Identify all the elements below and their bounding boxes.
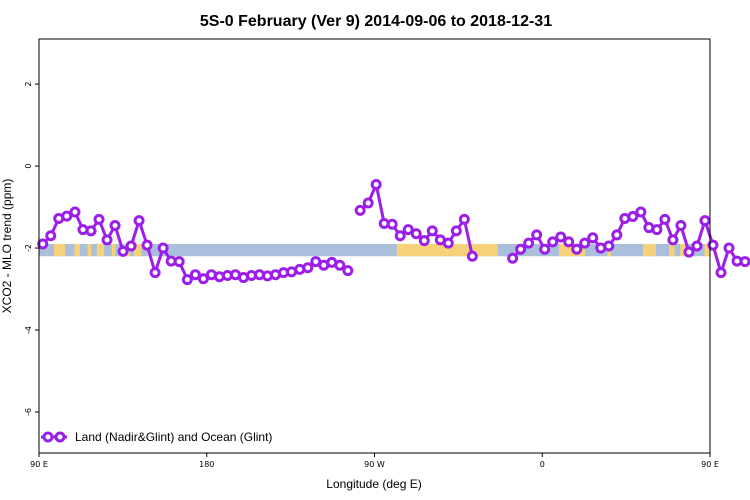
data-point <box>466 250 478 262</box>
data-point <box>611 229 623 241</box>
land-segment <box>53 243 66 257</box>
data-point <box>699 215 711 227</box>
data-point <box>571 243 583 255</box>
data-point <box>563 236 575 248</box>
data-point <box>651 224 663 236</box>
data-point <box>691 240 703 252</box>
data-point <box>515 243 527 255</box>
land-segment <box>111 243 116 257</box>
data-point <box>189 269 201 281</box>
land-segment <box>134 243 142 257</box>
data-point <box>723 242 735 254</box>
legend-label: Land (Nadir&Glint) and Ocean (Glint) <box>75 430 272 444</box>
data-point <box>547 236 559 248</box>
data-point <box>418 235 430 247</box>
x-tick-label: 90 E <box>30 460 48 469</box>
data-point <box>402 224 414 236</box>
data-point <box>85 225 97 237</box>
land-segment <box>96 243 105 257</box>
legend: Land (Nadir&Glint) and Ocean (Glint) <box>41 430 272 444</box>
data-point <box>37 238 49 250</box>
data-point <box>635 206 647 218</box>
y-axis: 2 0 -2 -4 -6 <box>24 82 39 416</box>
data-point <box>442 237 454 249</box>
data-point <box>659 213 671 225</box>
data-point <box>683 246 695 258</box>
data-point <box>133 215 145 227</box>
data-point <box>69 206 81 218</box>
data-point <box>149 267 161 279</box>
x-axis-label: Longitude (deg E) <box>326 477 421 491</box>
x-tick-label: 0 <box>540 460 545 469</box>
land-segment <box>87 243 92 257</box>
data-point <box>523 237 535 249</box>
data-point <box>587 232 599 244</box>
data-point <box>342 265 354 277</box>
data-point <box>579 237 591 249</box>
y-tick-label: -4 <box>24 326 33 334</box>
data-point <box>386 218 398 230</box>
data-point <box>627 210 639 222</box>
data-point <box>450 225 462 237</box>
land-segment <box>74 243 81 257</box>
y-tick-label: 2 <box>24 82 33 87</box>
x-tick-label: 90 E <box>701 460 719 469</box>
data-point <box>555 231 567 243</box>
data-point <box>61 210 73 222</box>
land-segment <box>704 243 710 257</box>
data-point <box>426 225 438 237</box>
data-point <box>173 256 185 268</box>
data-point <box>334 259 346 271</box>
data-point <box>101 234 113 246</box>
data-point <box>125 240 137 252</box>
data-point <box>157 242 169 254</box>
land-segment <box>642 243 656 257</box>
legend-marker <box>54 431 66 443</box>
legend-marker <box>42 431 54 443</box>
data-point <box>109 220 121 232</box>
data-point <box>715 267 727 279</box>
y-tick-label: 0 <box>24 164 33 169</box>
series-layer <box>37 179 750 286</box>
data-point <box>603 240 615 252</box>
data-point <box>117 245 129 257</box>
data-point <box>539 243 551 255</box>
x-tick-label: 180 <box>199 460 214 469</box>
data-point <box>197 273 209 285</box>
y-tick-label: -6 <box>24 408 33 416</box>
data-point <box>675 220 687 232</box>
x-tick-label: 90 W <box>364 460 385 469</box>
x-axis: 90 E 180 90 W 0 90 E <box>30 453 719 469</box>
data-point <box>394 230 406 242</box>
data-point <box>507 252 519 264</box>
data-point <box>531 229 543 241</box>
data-point <box>354 204 366 216</box>
data-point <box>370 179 382 191</box>
data-point <box>45 230 57 242</box>
data-point <box>93 213 105 225</box>
y-tick-label: -2 <box>24 244 33 252</box>
data-point <box>458 213 470 225</box>
data-point <box>410 228 422 240</box>
y-axis-label: XCO2 - MLO trend (ppm) <box>0 179 14 314</box>
land-segment <box>668 243 675 257</box>
data-point <box>181 274 193 286</box>
data-point <box>707 239 719 251</box>
data-point <box>667 234 679 246</box>
data-point <box>739 256 750 268</box>
data-point <box>302 262 314 274</box>
chart-title: 5S-0 February (Ver 9) 2014-09-06 to 2018… <box>200 13 552 30</box>
data-point <box>141 239 153 251</box>
data-point <box>362 197 374 209</box>
